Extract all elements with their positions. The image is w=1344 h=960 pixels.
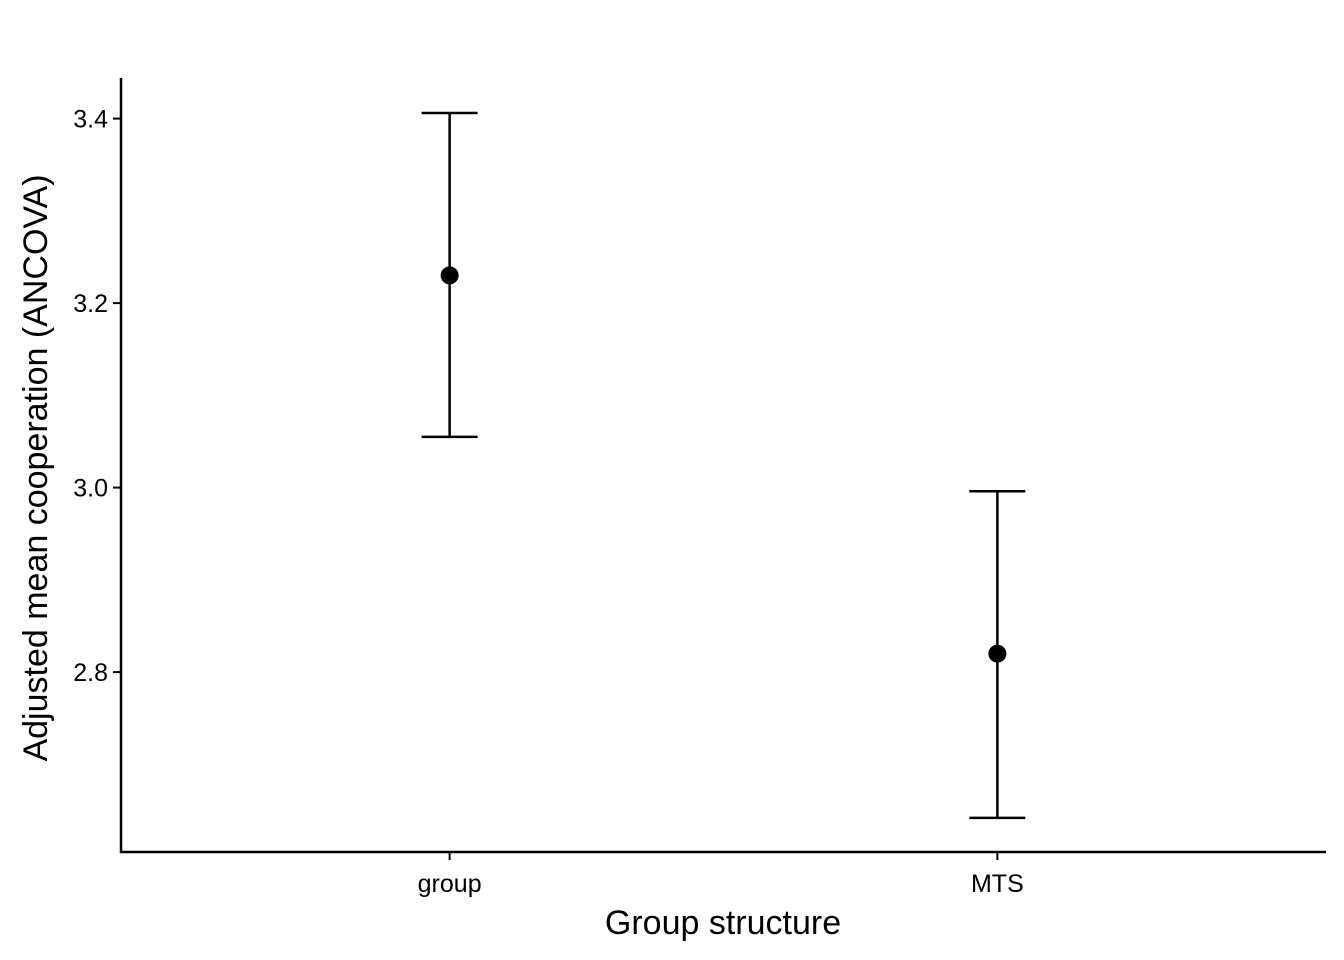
plot-area <box>421 111 1026 820</box>
y-tick-label: 3.4 <box>73 106 108 134</box>
y-tick-label: 3.0 <box>73 475 108 503</box>
x-tick-label: MTS <box>971 870 1024 898</box>
x-axis-ticks: group MTS <box>418 852 1024 898</box>
x-tick-label: group <box>418 870 482 898</box>
y-axis-title: Adjusted mean cooperation (ANCOVA) <box>17 174 55 761</box>
data-point-group <box>440 266 459 285</box>
y-axis-ticks: 2.8 3.0 3.2 3.4 <box>73 106 121 687</box>
y-tick-label: 3.2 <box>73 290 108 318</box>
x-axis-title: Group structure <box>605 904 841 942</box>
y-tick-label: 2.8 <box>73 659 108 687</box>
data-point-MTS <box>988 644 1007 663</box>
